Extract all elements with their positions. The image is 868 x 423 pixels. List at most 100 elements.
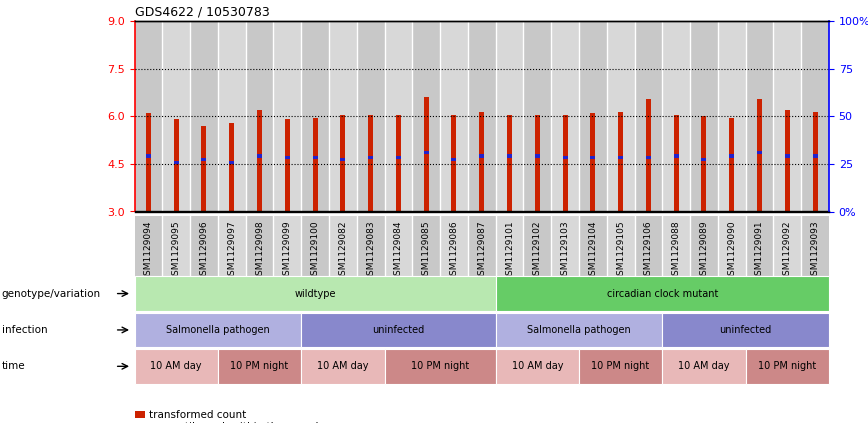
Bar [301,21,329,212]
Bar [690,21,718,212]
Bar [523,216,551,311]
Bar [729,154,734,158]
Text: GSM1129088: GSM1129088 [672,220,681,281]
Text: GSM1129105: GSM1129105 [616,220,625,281]
Bar [329,21,357,212]
Bar [329,216,357,311]
Text: GSM1129103: GSM1129103 [561,220,569,281]
Bar [551,216,579,311]
Bar [507,154,512,158]
Bar [257,110,262,212]
Bar [496,216,523,311]
Bar [535,115,540,212]
Text: GSM1129083: GSM1129083 [366,220,375,281]
Bar [440,21,468,212]
Bar [646,99,651,212]
Bar [312,156,318,159]
Bar [246,216,273,311]
Bar [162,21,190,212]
Text: time: time [2,361,25,371]
Bar [562,156,568,159]
Text: GSM1129096: GSM1129096 [200,220,208,281]
Text: 10 PM night: 10 PM night [411,361,470,371]
Bar [479,154,484,158]
Bar [618,112,623,212]
Bar [190,216,218,311]
Bar [729,118,734,212]
Bar [701,116,707,212]
Bar [718,216,746,311]
Text: GSM1129099: GSM1129099 [283,220,292,281]
Text: genotype/variation: genotype/variation [2,288,101,299]
Text: 10 AM day: 10 AM day [678,361,730,371]
Bar [229,161,234,164]
Bar [451,115,457,212]
Bar [785,154,790,158]
Bar [424,151,429,154]
Bar [701,158,707,161]
Text: GDS4622 / 10530783: GDS4622 / 10530783 [135,5,269,19]
Bar [146,113,151,212]
Bar [396,156,401,159]
Text: transformed count: transformed count [149,409,247,420]
Bar [590,156,595,159]
Bar [135,21,162,212]
Bar [635,21,662,212]
Bar [562,115,568,212]
Text: GSM1129102: GSM1129102 [533,220,542,281]
Bar [579,216,607,311]
Bar [340,158,345,161]
Text: 10 PM night: 10 PM night [230,361,289,371]
Bar [218,21,246,212]
Bar [312,118,318,212]
Text: GSM1129101: GSM1129101 [505,220,514,281]
Bar [246,21,273,212]
Text: GSM1129082: GSM1129082 [339,220,347,281]
Bar [674,115,679,212]
Text: GSM1129089: GSM1129089 [700,220,708,281]
Text: percentile rank within the sample: percentile rank within the sample [149,422,326,423]
Text: Salmonella pathogen: Salmonella pathogen [527,325,631,335]
Text: GSM1129104: GSM1129104 [589,220,597,281]
Bar [273,21,301,212]
Text: 10 PM night: 10 PM night [758,361,817,371]
Text: circadian clock mutant: circadian clock mutant [607,288,718,299]
Bar [812,154,818,158]
Bar [201,126,207,212]
Bar [412,21,440,212]
Bar [135,216,162,311]
Bar [785,110,790,212]
Text: 10 AM day: 10 AM day [317,361,369,371]
Bar [174,120,179,212]
Bar [607,216,635,311]
Bar [218,216,246,311]
Text: GSM1129091: GSM1129091 [755,220,764,281]
Bar [229,123,234,212]
Text: GSM1129090: GSM1129090 [727,220,736,281]
Text: 10 PM night: 10 PM night [591,361,650,371]
Bar [273,216,301,311]
Bar [607,21,635,212]
Bar [257,154,262,158]
Bar [301,216,329,311]
Bar [507,115,512,212]
Text: GSM1129098: GSM1129098 [255,220,264,281]
Bar [662,21,690,212]
Bar [468,216,496,311]
Text: GSM1129087: GSM1129087 [477,220,486,281]
Bar [368,115,373,212]
Text: Salmonella pathogen: Salmonella pathogen [166,325,270,335]
Bar [801,21,829,212]
Bar [190,21,218,212]
Bar [618,156,623,159]
Bar [146,154,151,158]
Bar [746,21,773,212]
Bar [496,21,523,212]
Text: 10 AM day: 10 AM day [150,361,202,371]
Text: GSM1129093: GSM1129093 [811,220,819,281]
Bar [590,113,595,212]
Bar [773,21,801,212]
Text: GSM1129100: GSM1129100 [311,220,319,281]
Bar [757,99,762,212]
Text: 10 AM day: 10 AM day [511,361,563,371]
